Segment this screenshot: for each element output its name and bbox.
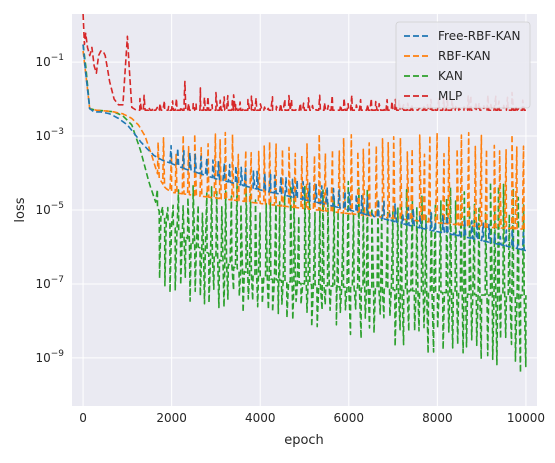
- x-tick-label: 0: [79, 411, 87, 425]
- legend-box: [395, 21, 531, 109]
- x-axis-label: epoch: [284, 433, 324, 448]
- series-line-rbf-kan: [82, 50, 526, 231]
- series-layer: [82, 14, 527, 374]
- x-axis-ticks: 0 2000 4000 6000 8000 10000: [79, 411, 545, 425]
- y-tick-label: 10−9: [35, 349, 64, 365]
- legend-label-mlp: MLP: [438, 89, 462, 103]
- x-tick-label: 2000: [156, 411, 187, 425]
- x-tick-label: 6000: [334, 411, 365, 425]
- y-tick-label: 10−7: [35, 275, 64, 291]
- x-tick-label: 10000: [507, 411, 545, 425]
- series-line-kan: [82, 44, 527, 374]
- x-tick-label: 4000: [245, 411, 276, 425]
- series-line-mlp: [82, 14, 526, 111]
- legend-label-rbf-kan: RBF-KAN: [438, 49, 491, 63]
- x-tick-label: 8000: [422, 411, 453, 425]
- legend-label-kan: KAN: [438, 69, 463, 83]
- y-tick-label: 10−5: [35, 201, 64, 217]
- y-tick-label: 10−3: [35, 127, 64, 143]
- y-axis-label: loss: [13, 197, 28, 222]
- y-axis-ticks: 10−9 10−7 10−5 10−3 10−1: [35, 53, 64, 365]
- series-line-free-rbf-kan: [82, 44, 527, 252]
- legend: Free-RBF-KAN RBF-KAN KAN MLP: [395, 21, 531, 109]
- y-tick-label: 10−1: [35, 53, 64, 69]
- legend-label-free-rbf-kan: Free-RBF-KAN: [438, 29, 520, 43]
